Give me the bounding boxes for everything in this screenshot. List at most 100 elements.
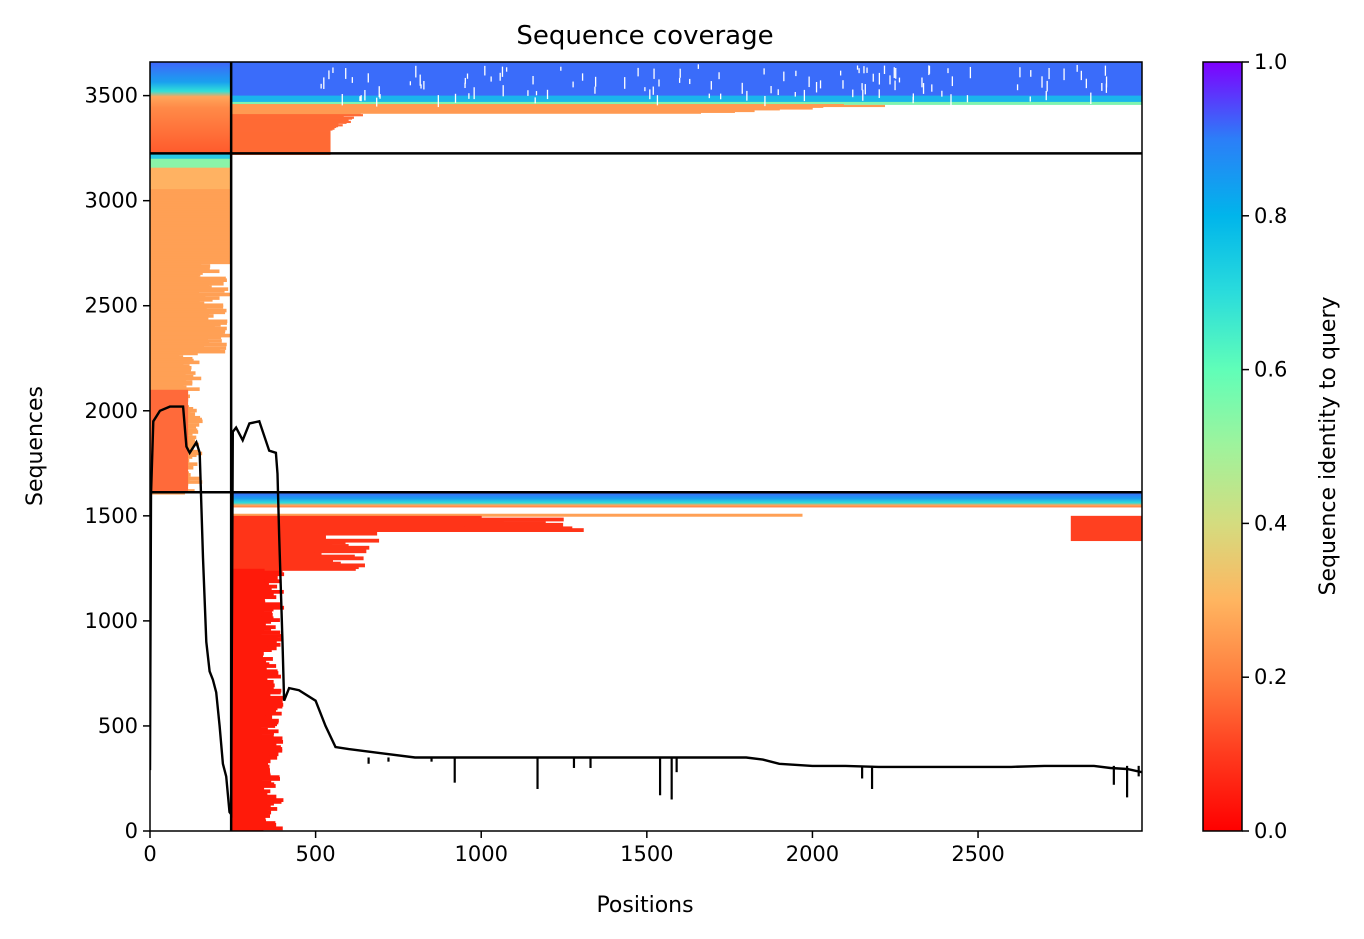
heat-gap: [858, 68, 860, 74]
heat-gap: [852, 89, 854, 98]
heat-gap: [360, 95, 362, 102]
heat-gap: [1085, 78, 1087, 89]
heat-gap: [379, 94, 381, 99]
heat-gap: [1046, 80, 1048, 92]
heat-gap: [581, 73, 584, 81]
heat-gap: [764, 95, 766, 107]
heat-gap: [969, 66, 972, 79]
heat-gap: [658, 79, 660, 87]
heat-gap: [535, 91, 538, 96]
plot-frame: [149, 61, 1143, 832]
heat-gap: [624, 77, 626, 89]
heat-gap: [678, 77, 681, 83]
heat-gap: [490, 76, 492, 82]
colorbar-tick: 0.8: [1242, 204, 1287, 228]
heat-gap: [889, 75, 891, 85]
y-tick: 3500: [85, 84, 150, 108]
x-tick: 1500: [620, 831, 674, 866]
heat-gap: [741, 82, 743, 94]
heat-gap: [473, 87, 475, 100]
heat-band-orange: [231, 513, 803, 517]
heat-band-green: [231, 101, 1142, 105]
colorbar-tick-label: 0.6: [1254, 358, 1287, 382]
heat-gap: [378, 86, 380, 98]
colorbar-tick: 1.0: [1242, 50, 1287, 74]
y-tick: 2000: [85, 399, 150, 423]
heat-gap: [546, 89, 549, 100]
heat-gap: [718, 72, 720, 80]
heat-gap: [1029, 96, 1031, 102]
x-tick: 1000: [454, 831, 508, 866]
colorbar-tick-label: 0.2: [1254, 665, 1287, 689]
colorbar-tick-label: 1.0: [1254, 50, 1287, 74]
heat-gap: [872, 73, 874, 82]
heat-gap: [921, 77, 923, 88]
heat-gap: [454, 93, 457, 103]
heat-gap: [883, 65, 886, 74]
colorbar-tick-label: 0.4: [1254, 511, 1287, 535]
x-tick-label: 2000: [786, 842, 839, 866]
heat-gap: [928, 65, 930, 76]
heat-gap: [505, 67, 508, 72]
coverage-line-dips: [367, 757, 1140, 800]
heat-gap: [1105, 76, 1108, 88]
heat-gap: [795, 70, 797, 77]
heat-gap: [484, 65, 486, 76]
heat-gap: [464, 82, 466, 89]
x-tick: 0: [143, 831, 157, 866]
colorbar-tick: 0.4: [1242, 511, 1287, 535]
heat-gap: [947, 68, 949, 74]
heat-gap: [502, 85, 504, 97]
heat-gap: [679, 68, 681, 78]
heat-gap: [912, 93, 914, 101]
y-tick-label: 2000: [85, 399, 138, 423]
heat-gap: [777, 89, 779, 96]
heat-gap: [527, 90, 529, 96]
heat-row: [231, 567, 356, 571]
heat-gap: [878, 89, 880, 98]
x-tick-label: 1500: [620, 842, 673, 866]
heat-gap: [878, 72, 881, 85]
heat-gap: [1030, 70, 1032, 77]
heat-gap: [594, 86, 596, 94]
heat-gap: [332, 67, 334, 73]
heat-gap: [409, 81, 412, 86]
heat-block-top-left: [150, 62, 232, 154]
heat-gap: [894, 80, 896, 91]
heat-gap: [864, 84, 866, 95]
heat-gap: [501, 66, 504, 77]
y-tick: 2500: [85, 294, 150, 318]
heat-gap: [419, 74, 421, 86]
heat-gap: [466, 73, 469, 79]
heat-gap: [323, 77, 325, 89]
colorbar-label: Sequence identity to query: [1316, 296, 1341, 595]
heat-gap: [794, 91, 796, 97]
heat-gap: [637, 67, 639, 77]
heat-gap: [468, 93, 470, 99]
heat-gap: [783, 71, 785, 82]
heat-gap: [415, 65, 417, 78]
colorbar-tick: 0.6: [1242, 358, 1287, 382]
heat-block-right-red: [1070, 515, 1142, 542]
heat-gap: [856, 65, 859, 70]
y-tick: 0: [125, 819, 150, 843]
heat-gap: [1048, 67, 1050, 80]
y-tick: 1500: [85, 504, 150, 528]
heat-gap: [708, 93, 710, 99]
heat-gap: [895, 67, 897, 79]
y-tick-label: 1500: [85, 504, 138, 528]
colorbar-tick-label: 0.0: [1254, 819, 1287, 843]
colorbar: 0.0 0.2 0.4 0.6 0.8 1.0 Sequence identity to …: [1202, 50, 1341, 843]
heat-gap: [951, 76, 953, 87]
heat-gap: [1104, 65, 1107, 76]
heat-gap: [1019, 67, 1021, 78]
heat-gap: [1063, 68, 1065, 81]
heat-gap: [862, 89, 864, 101]
heat-gap: [861, 83, 863, 91]
heat-row: [231, 528, 584, 532]
y-tick: 500: [98, 714, 150, 738]
y-tick-label: 3000: [85, 189, 138, 213]
heat-gap: [320, 83, 322, 89]
heat-gap: [839, 70, 842, 76]
colorbar-ticks: 0.0 0.2 0.4 0.6 0.8 1.0: [1242, 50, 1287, 843]
